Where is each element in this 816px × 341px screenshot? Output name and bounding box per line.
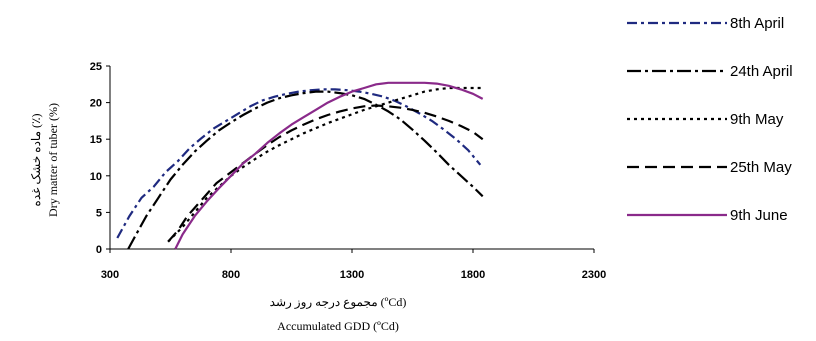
series-line-25th-may	[167, 104, 484, 243]
x-axis-title: Accumulated GDD (ºCd)	[277, 319, 399, 333]
plot-area: 0 5 10 15 20 25 300 800 1300 1800 2300	[90, 61, 606, 281]
x-axis-title-persian: مجموع درجه روز رشد (ºCd)	[270, 295, 407, 309]
y-tick-label: 0	[96, 244, 102, 256]
x-tick-label: 2300	[582, 269, 606, 281]
series-line-24th-april	[127, 90, 484, 250]
y-tick-label: 10	[90, 171, 102, 183]
y-tick-label: 5	[96, 207, 102, 219]
y-axis-title: Dry matter of tuber (%)	[46, 103, 60, 217]
series-line-9th-may	[167, 86, 483, 243]
y-tick-label: 25	[90, 61, 102, 73]
series-lines	[116, 81, 484, 250]
y-axis-title-persian: ماده خشک غده (٪)	[29, 114, 43, 207]
series-line-8th-april	[116, 88, 482, 239]
legend: 8th April 24th April 9th May 25th May 9th Ju…	[627, 15, 793, 224]
x-tick-label: 300	[101, 269, 119, 281]
legend-label: 25th May	[730, 159, 792, 176]
legend-label: 24th April	[730, 63, 793, 80]
x-tick-label: 800	[222, 269, 240, 281]
y-tick-label: 20	[90, 98, 102, 110]
x-tick-label: 1800	[461, 269, 485, 281]
legend-label: 8th April	[730, 15, 784, 32]
legend-label: 9th May	[730, 111, 784, 128]
x-ticks: 300 800 1300 1800 2300	[101, 249, 606, 281]
series-line-9th-june	[174, 81, 484, 250]
legend-label: 9th June	[730, 207, 788, 224]
y-tick-label: 15	[90, 134, 102, 146]
x-tick-label: 1300	[340, 269, 364, 281]
y-ticks: 0 5 10 15 20 25	[90, 61, 110, 256]
